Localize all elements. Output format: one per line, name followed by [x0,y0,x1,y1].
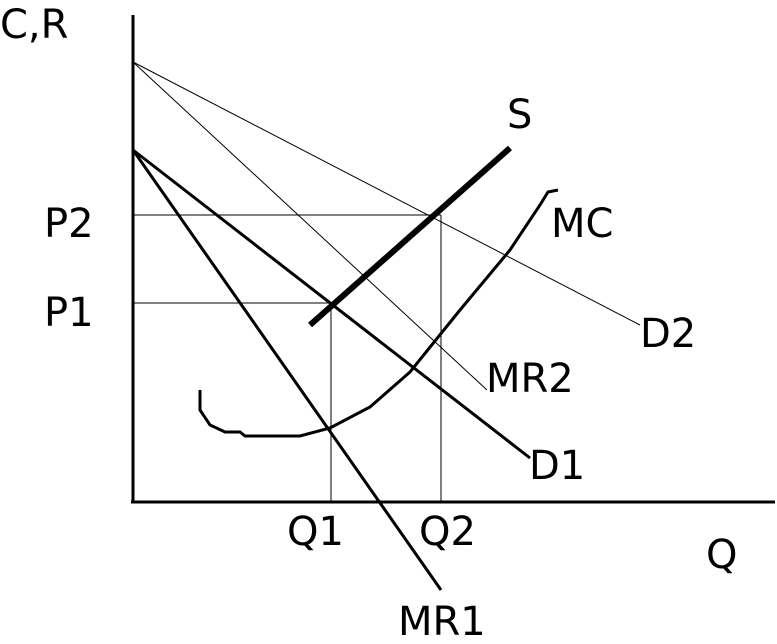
mc-curve [198,188,559,438]
curve-label: S [507,92,532,138]
curve-label: D1 [529,443,585,489]
curve-label: D2 [640,311,696,357]
tick-label: P2 [44,201,94,247]
tick-label: Q2 [419,509,476,555]
mr2-curve [132,61,488,391]
tick-label: Q1 [287,509,344,555]
tick-label: P1 [44,290,94,336]
x-axis-label: Q [706,532,737,578]
mr1-curve [131,149,443,591]
curve-label: MR2 [486,356,574,402]
curve-label: MR1 [398,599,486,644]
d2-curve [132,61,641,326]
curve-label: MC [551,201,613,247]
y-axis-label: C,R [0,2,68,48]
s-curve [308,145,512,328]
